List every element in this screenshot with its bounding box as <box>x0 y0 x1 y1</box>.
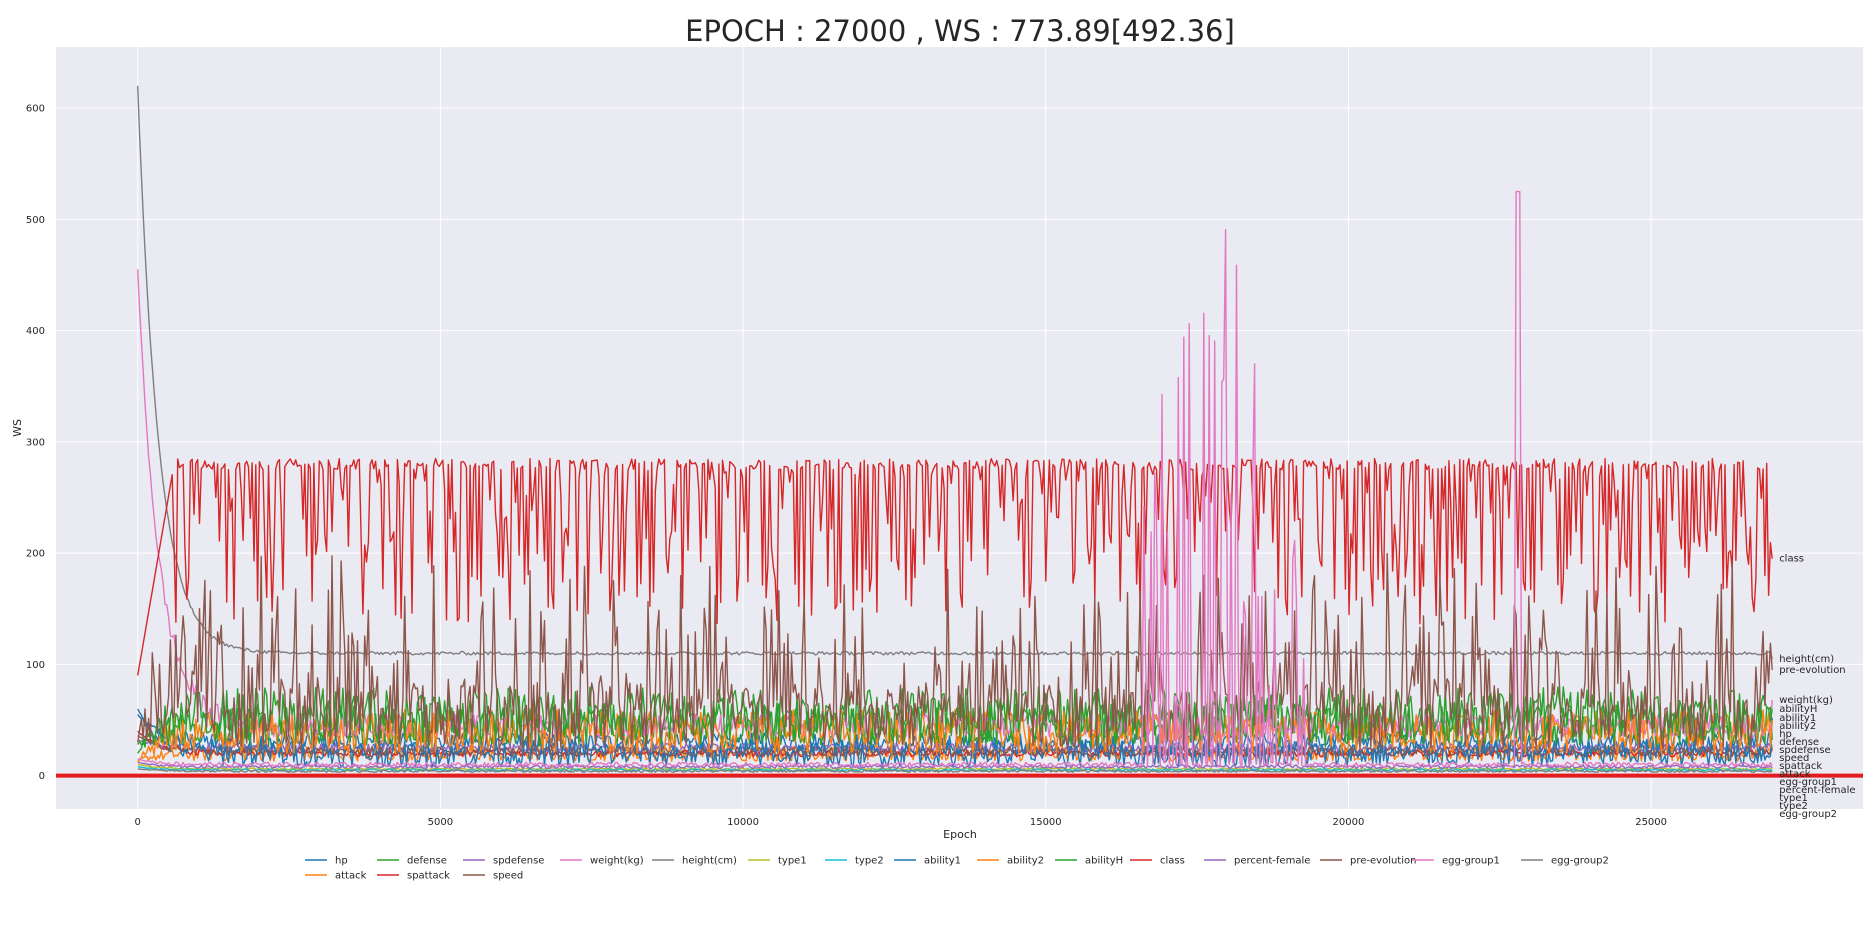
x-tick-label: 15000 <box>1030 817 1062 828</box>
legend-label-abilityH: abilityH <box>1085 856 1123 867</box>
y-axis-label: WS <box>11 419 24 437</box>
x-axis-label: Epoch <box>943 828 977 841</box>
legend-label-spdefense: spdefense <box>493 856 544 867</box>
y-tick-label: 400 <box>26 326 45 337</box>
y-tick-label: 200 <box>26 549 45 560</box>
legend-label-egg-group2: egg-group2 <box>1551 856 1609 867</box>
legend-label-spattack: spattack <box>407 871 450 882</box>
end-label-defense: defense <box>1779 737 1819 748</box>
x-tick-label: 0 <box>135 817 141 828</box>
end-label-spattack: spattack <box>1779 761 1822 772</box>
end-label-weight(kg): weight(kg) <box>1779 695 1833 706</box>
series-line-height(cm) <box>137 85 1773 659</box>
y-tick-label: 100 <box>26 660 45 671</box>
legend-label-hp: hp <box>335 856 348 867</box>
axis-ticks: 0 5000 10000 15000 20000 25000 0 100 200 300 400 50… <box>26 104 1667 828</box>
series-line-speed <box>137 735 1773 757</box>
legend-label-height(cm): height(cm) <box>682 856 737 867</box>
end-label-ability2: ability2 <box>1779 721 1816 732</box>
end-label-class: class <box>1779 554 1804 565</box>
legend-label-attack: attack <box>335 871 367 882</box>
end-label-pre-evolution: pre-evolution <box>1779 665 1845 676</box>
legend-label-speed: speed <box>493 871 523 882</box>
series-line-attack <box>137 744 1773 762</box>
y-tick-label: 500 <box>26 215 45 226</box>
series-line-egg-group2 <box>137 768 1773 773</box>
legend-label-egg-group1: egg-group1 <box>1442 856 1500 867</box>
y-tick-label: 300 <box>26 437 45 448</box>
series-line-ability1 <box>137 708 1773 768</box>
end-label-hp: hp <box>1779 729 1792 740</box>
end-label-percent-female: percent-female <box>1779 785 1855 796</box>
x-tick-label: 5000 <box>428 817 453 828</box>
end-label-speed: speed <box>1779 753 1809 764</box>
legend-label-weight(kg): weight(kg) <box>590 856 644 867</box>
series-line-egg-group1 <box>137 190 1773 768</box>
legend-label-ability1: ability1 <box>924 856 961 867</box>
end-label-egg-group2: egg-group2 <box>1779 809 1837 820</box>
end-label-abilityH: abilityH <box>1779 704 1817 715</box>
end-label-ability1: ability1 <box>1779 713 1816 724</box>
end-label-attack: attack <box>1779 769 1811 780</box>
legend-label-percent-female: percent-female <box>1234 856 1310 867</box>
chart-title: EPOCH : 27000 , WS : 773.89[492.36] <box>685 14 1235 48</box>
legend-label-pre-evolution: pre-evolution <box>1350 856 1416 867</box>
legend-label-defense: defense <box>407 856 447 867</box>
y-tick-label: 0 <box>39 771 45 782</box>
y-tick-label: 600 <box>26 104 45 115</box>
end-label-type1: type1 <box>1779 793 1808 804</box>
legend-label-ability2: ability2 <box>1007 856 1044 867</box>
series-end-labels: classheight(cm)pre-evolutionweight(kg)ab… <box>1779 554 1855 820</box>
end-label-type2: type2 <box>1779 801 1808 812</box>
legend-label-type1: type1 <box>778 856 807 867</box>
legend-label-class: class <box>1160 856 1185 867</box>
end-label-spdefense: spdefense <box>1779 745 1830 756</box>
x-tick-label: 25000 <box>1635 817 1667 828</box>
legend: hp attack defense spattack spdefense speed wei… <box>305 856 1609 882</box>
series-line-class <box>137 457 1773 676</box>
legend-label-type2: type2 <box>855 856 884 867</box>
series-line-pre-evolution <box>137 552 1773 750</box>
x-tick-label: 20000 <box>1333 817 1365 828</box>
x-tick-label: 10000 <box>727 817 759 828</box>
series-layer <box>137 85 1773 773</box>
end-label-egg-group1: egg-group1 <box>1779 777 1837 788</box>
end-label-height(cm): height(cm) <box>1779 654 1834 665</box>
